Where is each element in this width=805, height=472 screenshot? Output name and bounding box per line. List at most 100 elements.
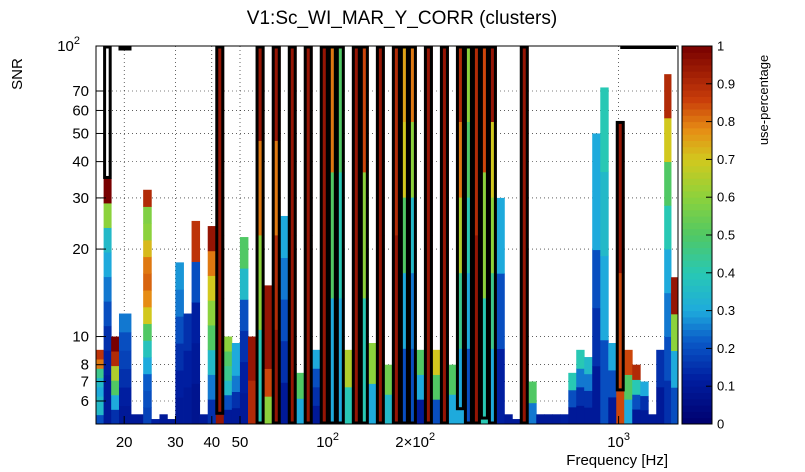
heatmap-cell [384,364,393,395]
heatmap-cell [207,300,217,326]
heatmap-cell [624,349,633,375]
heatmap-cell [143,340,152,358]
y-tick-label: 6 [81,393,89,410]
heatmap-cell [143,390,152,408]
heatmap-cell [111,394,120,410]
heatmap-cell [96,414,105,425]
heatmap-cell [272,140,281,236]
colorbar-swatch [682,115,712,123]
heatmap-cell [231,343,241,360]
heatmap-cell [248,336,257,381]
heatmap-cell [600,171,609,257]
heatmap-cell [175,397,184,425]
x-tick-label: 50 [232,434,249,451]
heatmap-cell [143,223,152,241]
x-axis: 20 30 40 50 102 2×102 103 [116,416,630,451]
colorbar-tick-label: 0.3 [717,303,735,318]
heatmap-cell [118,313,132,333]
heatmap-cell [632,379,641,395]
heatmap-cell [424,46,433,236]
heatmap-cell [239,299,249,331]
y-tick-label: 102 [57,35,80,55]
heatmap-cell [360,298,369,425]
cluster-box [118,45,132,51]
heatmap-cell [272,46,281,141]
heatmap-cell [191,261,201,303]
heatmap-cell [456,197,465,274]
heatmap-cell [464,121,473,198]
heatmap-cell [256,140,265,236]
heatmap-cell [400,46,409,122]
colorbar-swatch [682,367,712,375]
y-tick-label: 30 [72,190,89,207]
colorbar-swatch [682,392,712,400]
cluster-box [455,45,465,411]
heatmap-cell [143,206,152,224]
heatmap-cell [640,395,649,411]
heatmap-cell [272,235,281,330]
heatmap-cell [480,298,489,425]
colorbar-swatch [682,298,712,305]
heatmap-cell [632,364,641,380]
heatmap-cell [231,375,241,393]
heatmap-cell [584,407,593,425]
heatmap-cell [448,394,457,425]
colorbar-swatch [682,354,712,362]
heatmap-cell [167,419,176,425]
x-tick-label: 102 [316,431,339,451]
heatmap-cell [432,399,441,425]
colorbar-swatch [682,417,712,425]
heatmap-cell [408,46,417,122]
cluster-box [487,45,497,425]
x-tick-label: 20 [116,434,133,451]
heatmap-cell [392,46,401,236]
heatmap-cell [464,46,473,122]
heatmap-cell [223,394,233,410]
heatmap-cell [96,377,105,388]
heatmap-cell [568,372,577,391]
heatmap-cell [143,256,152,274]
colorbar-swatch [682,178,712,186]
heatmap-cell [608,370,617,398]
heatmap-cell [207,325,217,351]
heatmap-cell [368,343,377,384]
heatmap-cell [392,235,401,425]
heatmap-cell [143,373,152,391]
chart-title: V1:Sc_WI_MAR_Y_CORR (clusters) [247,8,557,29]
heatmap-cell [296,398,305,425]
heatmap-cell [488,121,497,198]
heatmap-cell [568,389,577,408]
heatmap-cell [264,368,273,397]
heatmap-cell [671,313,679,352]
colorbar-swatch [682,184,712,192]
colorbar-swatch [682,222,712,230]
colorbar-tick-label: 0.6 [717,190,735,205]
heatmap-cell [456,121,465,198]
colorbar-swatch [682,190,712,198]
colorbar-swatch [682,153,712,160]
heatmap-cell [223,336,233,352]
colorbar-tick-label: 0.1 [717,379,735,394]
heatmap-cell [624,399,633,425]
heatmap-cell [223,409,233,425]
cluster-box [255,45,265,425]
colorbar-tick-label: 0.2 [717,341,735,356]
heatmap-cell [312,405,321,425]
heatmap-cell [96,349,105,360]
heatmap-cell [175,289,184,317]
heatmap-cell [191,342,201,384]
colorbar-swatch [682,247,712,255]
heatmap-cell [215,109,225,173]
colorbar-swatch [682,197,712,204]
heatmap-cell [231,391,241,409]
heatmap-cell [239,330,249,363]
colorbar-swatch [682,140,712,148]
heatmap-cell [671,387,679,425]
heatmap-cell [480,172,489,299]
heatmap-cell [496,197,505,274]
colorbar-label: use-percentage [756,55,771,145]
heatmap-cell [103,301,112,327]
heatmap-cell [616,121,625,274]
heatmap-cell [480,46,489,173]
heatmap-cell [432,374,441,400]
